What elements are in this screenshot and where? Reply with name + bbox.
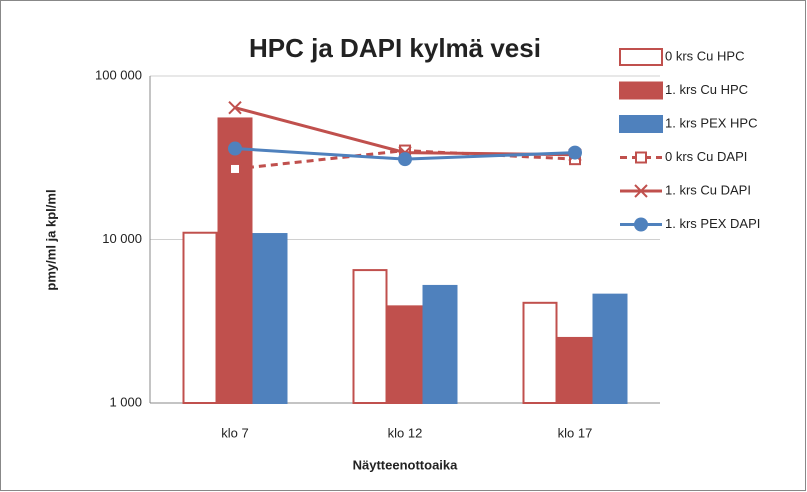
legend-label: 1. krs PEX DAPI	[665, 216, 760, 231]
legend-swatch	[619, 81, 663, 100]
x-tick-label: klo 17	[558, 425, 593, 440]
y-tick-label: 1 000	[109, 394, 142, 409]
bar	[352, 269, 388, 404]
x-axis-title: Näytteenottoaika	[353, 457, 459, 472]
x-tick-label: klo 12	[388, 425, 423, 440]
legend-label: 1. krs Cu HPC	[665, 82, 748, 97]
legend-label: 0 krs Cu DAPI	[665, 149, 747, 164]
bar	[422, 284, 458, 404]
legend-marker	[634, 184, 648, 198]
line-marker	[228, 100, 242, 115]
line-marker	[398, 152, 412, 167]
y-tick-label: 10 000	[102, 231, 142, 246]
x-tick-label: klo 7	[221, 425, 248, 440]
legend-swatch	[619, 115, 663, 133]
legend-swatch	[619, 48, 663, 66]
bar	[182, 231, 218, 404]
chart-title: HPC ja DAPI kylmä vesi	[249, 33, 541, 63]
legend-marker	[635, 151, 647, 164]
line-marker	[228, 141, 242, 156]
bar	[252, 233, 288, 404]
bar	[592, 293, 628, 405]
bar	[387, 305, 423, 404]
line-marker	[229, 162, 241, 175]
line-marker	[568, 145, 582, 160]
legend-label: 0 krs Cu HPC	[665, 48, 744, 63]
legend-label: 1. krs Cu DAPI	[665, 182, 751, 197]
bar	[557, 336, 593, 404]
y-axis-title: pmy/ml ja kpl/ml	[43, 189, 58, 290]
legend-marker	[634, 217, 648, 232]
bar	[522, 301, 558, 405]
bar	[217, 117, 253, 404]
y-tick-label: 100 000	[95, 67, 142, 82]
legend-label: 1. krs PEX HPC	[665, 115, 757, 130]
